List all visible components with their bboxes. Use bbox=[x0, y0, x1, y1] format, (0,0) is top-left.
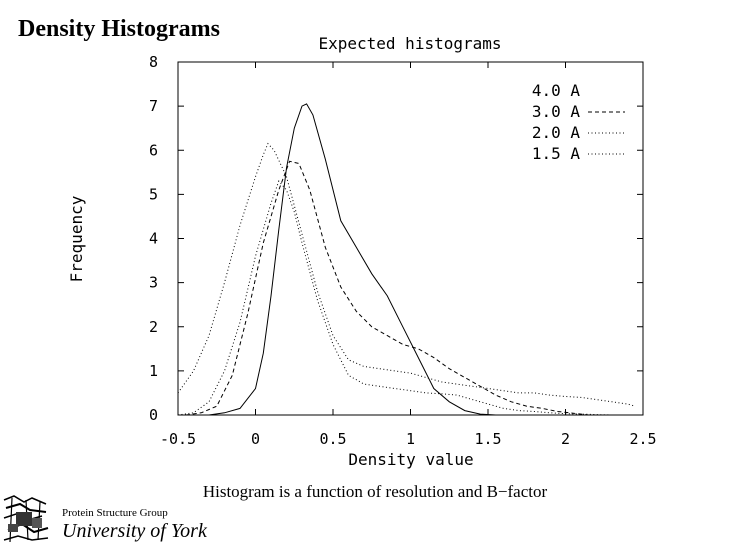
x-axis-label: Density value bbox=[348, 450, 473, 469]
y-tick-label: 7 bbox=[149, 97, 158, 115]
y-tick-label: 4 bbox=[149, 230, 158, 248]
x-tick-label: -0.5 bbox=[160, 430, 196, 448]
chart-title: Expected histograms bbox=[318, 34, 501, 53]
series-group bbox=[177, 103, 636, 416]
y-tick-label: 2 bbox=[149, 318, 158, 336]
y-tick-label: 1 bbox=[149, 362, 158, 380]
legend-label: 2.0 A bbox=[532, 123, 581, 142]
y-tick-label: 3 bbox=[149, 274, 158, 292]
series-line bbox=[177, 180, 613, 416]
y-axis-label: Frequency bbox=[67, 195, 86, 282]
y-tick-label: 8 bbox=[149, 53, 158, 71]
footer-university-name: University of York bbox=[62, 520, 207, 542]
y-axis: 0 1 2 3 4 5 6 7 8 bbox=[149, 53, 643, 424]
x-tick-label: 0.5 bbox=[319, 430, 346, 448]
y-tick-label: 0 bbox=[149, 406, 158, 424]
y-tick-label: 6 bbox=[149, 141, 158, 159]
series-line bbox=[177, 142, 636, 407]
x-tick-label: 2 bbox=[561, 430, 570, 448]
x-tick-label: 1 bbox=[406, 430, 415, 448]
legend-label: 4.0 A bbox=[532, 81, 581, 100]
x-tick-label: 2.5 bbox=[629, 430, 656, 448]
york-crest-logo bbox=[2, 494, 50, 544]
series-line bbox=[201, 103, 496, 416]
x-tick-label: 0 bbox=[251, 430, 260, 448]
series-line bbox=[185, 160, 589, 416]
slide-title: Density Histograms bbox=[18, 16, 220, 42]
x-tick-label: 1.5 bbox=[474, 430, 501, 448]
caption: Histogram is a function of resolution an… bbox=[202, 482, 548, 501]
legend-label: 1.5 A bbox=[532, 144, 581, 163]
y-tick-label: 5 bbox=[149, 185, 158, 203]
footer-group-name: Protein Structure Group bbox=[62, 507, 168, 519]
legend-label: 3.0 A bbox=[532, 102, 581, 121]
legend: 4.0 A 3.0 A 2.0 A 1.5 A bbox=[532, 81, 625, 163]
x-axis: -0.5 0 0.5 1 1.5 2 2.5 bbox=[160, 62, 657, 448]
